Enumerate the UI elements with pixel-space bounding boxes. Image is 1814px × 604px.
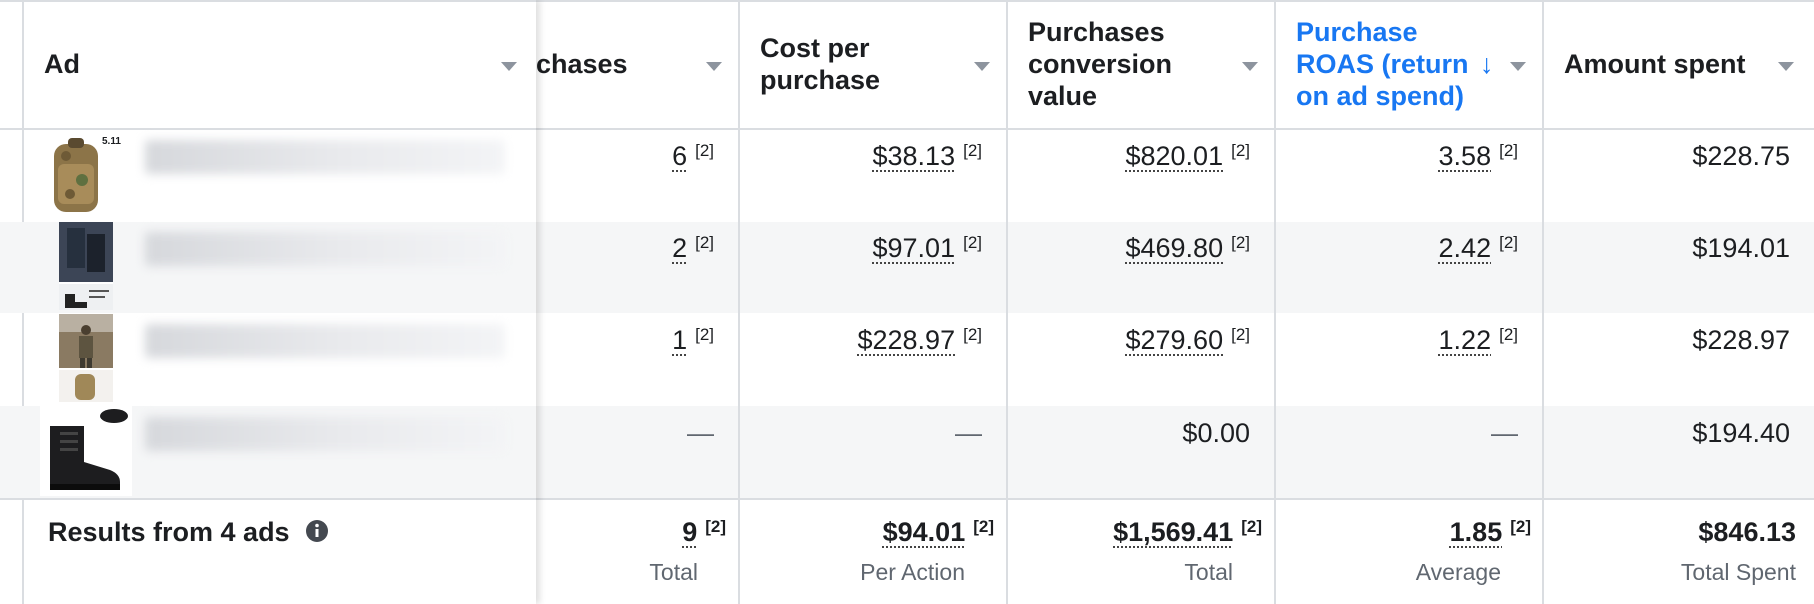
table-cell-cost: — bbox=[955, 418, 982, 448]
column-header-amount-spent[interactable]: Amount spent bbox=[1564, 49, 1746, 79]
conversion-sort-caret-icon[interactable] bbox=[1242, 62, 1258, 71]
brand-logo: 5.11 bbox=[102, 136, 121, 147]
ad-thumbnail-boots[interactable] bbox=[59, 222, 113, 310]
cost-sort-caret-icon[interactable] bbox=[974, 62, 990, 71]
table-cell-value[interactable]: $279.60 [2] bbox=[1125, 325, 1250, 355]
summary-value-label: Total bbox=[1184, 559, 1233, 585]
summary-purchases-label: Total bbox=[649, 559, 698, 585]
table-cell-spent: $194.40 bbox=[1692, 418, 1790, 448]
summary-roas-label: Average bbox=[1415, 559, 1501, 585]
table-cell-cost[interactable]: $97.01 [2] bbox=[872, 233, 983, 263]
info-circle-icon[interactable] bbox=[305, 518, 329, 550]
table-cell-purchases: — bbox=[687, 418, 714, 448]
sort-arrow-down-icon: ↓ bbox=[1480, 49, 1494, 79]
column-header-cost-per-purchase[interactable]: Cost per purchase bbox=[760, 33, 881, 95]
ad-name-blurred[interactable] bbox=[145, 232, 505, 266]
table-cell-roas[interactable]: 1.22 [2] bbox=[1438, 325, 1518, 355]
table-cell-spent: $194.01 bbox=[1692, 233, 1790, 263]
backpack-image bbox=[54, 138, 98, 212]
column-header-ad[interactable]: Ad bbox=[44, 49, 80, 79]
summary-cost[interactable]: $94.01 [2] bbox=[882, 517, 994, 547]
table-cell-roas[interactable]: 3.58 [2] bbox=[1438, 141, 1518, 171]
table-cell-spent: $228.97 bbox=[1692, 325, 1790, 355]
ad-thumbnail-black-boot[interactable] bbox=[40, 406, 132, 496]
summary-spent-label: Total Spent bbox=[1680, 559, 1796, 585]
ad-name-blurred[interactable] bbox=[145, 417, 505, 451]
ad-thumbnail-backpack[interactable]: 5.11 bbox=[44, 134, 128, 218]
purchases-sort-caret-icon[interactable] bbox=[706, 62, 722, 71]
table-cell-value[interactable]: $469.80 [2] bbox=[1125, 233, 1250, 263]
table-cell-roas[interactable]: 2.42 [2] bbox=[1438, 233, 1518, 263]
ad-name-blurred[interactable] bbox=[145, 324, 505, 358]
table-cell-cost[interactable]: $38.13 [2] bbox=[872, 141, 983, 171]
black-boot-image bbox=[50, 409, 128, 490]
summary-label: Results from 4 ads bbox=[48, 516, 329, 550]
table-cell-value[interactable]: $820.01 [2] bbox=[1125, 141, 1250, 171]
column-header-purchases[interactable]: chases bbox=[536, 49, 628, 79]
boots-image bbox=[59, 222, 113, 310]
amount-sort-caret-icon[interactable] bbox=[1778, 62, 1794, 71]
summary-roas[interactable]: 1.85 [2] bbox=[1449, 517, 1531, 547]
summary-spent: $846.13 bbox=[1698, 517, 1796, 547]
table-cell-purchases[interactable]: 6 [2] bbox=[672, 141, 714, 171]
column-header-roas[interactable]: Purchase ROAS (return ↓ on ad spend) bbox=[1296, 17, 1494, 111]
table-cell-spent: $228.75 bbox=[1692, 141, 1790, 171]
table-cell-roas: — bbox=[1491, 418, 1518, 448]
ad-name-column: Ad 5.11 bbox=[0, 0, 536, 604]
ad-sort-caret-icon[interactable] bbox=[501, 62, 517, 71]
table-cell-purchases[interactable]: 2 [2] bbox=[672, 233, 714, 263]
summary-purchases[interactable]: 9 [2] bbox=[682, 517, 726, 547]
table-cell-cost[interactable]: $228.97 [2] bbox=[857, 325, 982, 355]
ad-name-blurred[interactable] bbox=[145, 140, 505, 174]
column-header-conversion-value[interactable]: Purchases conversion value bbox=[1028, 17, 1173, 111]
summary-cost-label: Per Action bbox=[860, 559, 965, 585]
soldier-image bbox=[59, 314, 113, 402]
table-cell-value: $0.00 bbox=[1182, 418, 1250, 448]
roas-sort-caret-icon[interactable] bbox=[1510, 62, 1526, 71]
table-cell-purchases[interactable]: 1 [2] bbox=[672, 325, 714, 355]
ad-thumbnail-soldier[interactable] bbox=[59, 314, 113, 402]
summary-value[interactable]: $1,569.41 [2] bbox=[1113, 517, 1262, 547]
